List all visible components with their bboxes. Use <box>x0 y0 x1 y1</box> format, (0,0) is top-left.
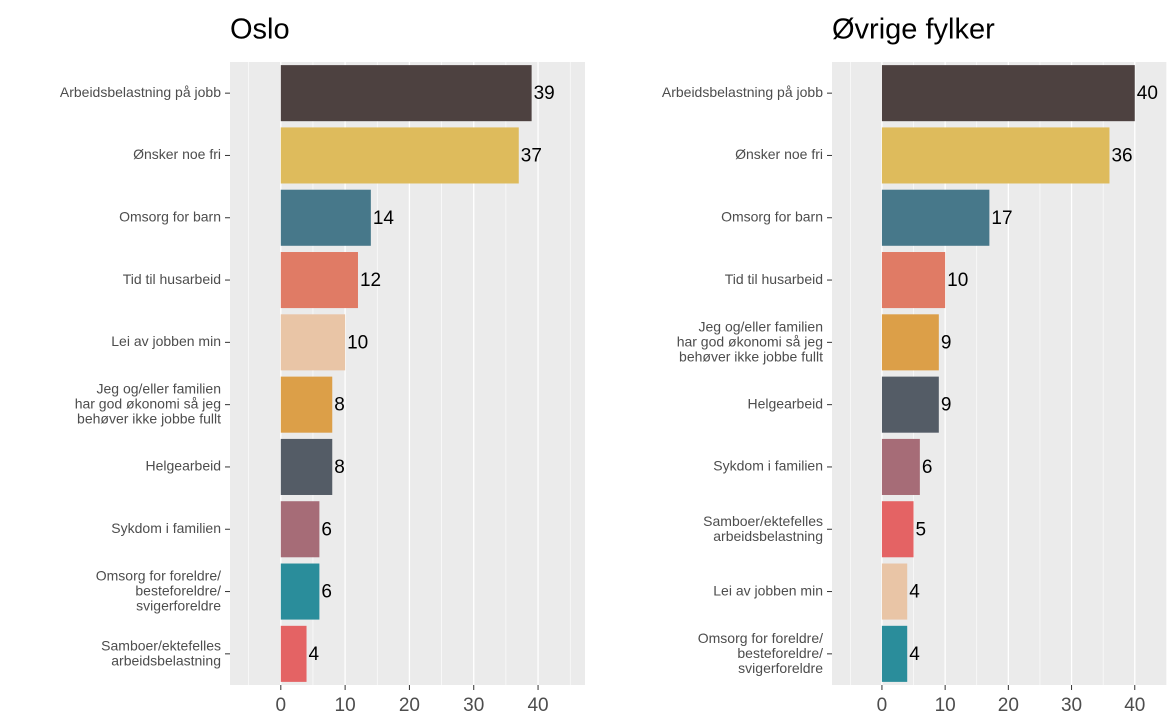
y-tick-label: Tid til husarbeid <box>725 271 823 287</box>
x-tick-label: 10 <box>935 695 956 713</box>
value-label: 39 <box>534 83 555 104</box>
y-tick-label: Sykdom i familien <box>111 520 221 536</box>
y-tick-label: Arbeidsbelastning på jobb <box>662 84 823 100</box>
value-label: 40 <box>1137 83 1158 104</box>
value-label: 6 <box>321 519 332 540</box>
bar <box>280 563 320 620</box>
x-tick-label: 20 <box>998 695 1019 713</box>
bar <box>881 314 939 371</box>
bar <box>280 189 371 246</box>
value-label: 6 <box>321 582 332 603</box>
y-tick-label: Lei av jobben min <box>111 333 221 349</box>
value-label: 36 <box>1111 145 1132 166</box>
bar <box>280 501 320 558</box>
value-label: 4 <box>309 644 320 665</box>
chart-title: Øvrige fylker <box>832 14 995 46</box>
y-tick-label: Jeg og/eller familien har god økonomi så … <box>677 318 823 364</box>
x-tick-label: 0 <box>877 695 888 713</box>
y-tick-label: Helgearbeid <box>748 395 824 411</box>
chart-title: Oslo <box>230 14 290 46</box>
y-tick-label: Omsorg for foreldre/besteforeldre/sviger… <box>96 567 221 613</box>
y-tick-label: Sykdom i familien <box>713 458 823 474</box>
value-label: 5 <box>916 519 927 540</box>
value-label: 17 <box>991 208 1012 229</box>
bar <box>280 376 333 433</box>
bar <box>280 438 333 495</box>
value-label: 14 <box>373 208 395 229</box>
y-tick-label: Ønsker noe fri <box>133 146 221 162</box>
x-tick-label: 30 <box>1061 695 1082 713</box>
bar <box>280 625 307 682</box>
x-tick-label: 40 <box>527 695 548 713</box>
bar <box>881 625 908 682</box>
value-label: 9 <box>941 332 952 353</box>
value-label: 8 <box>334 395 345 416</box>
bar <box>881 501 914 558</box>
bar <box>280 127 519 184</box>
y-tick-label: Tid til husarbeid <box>123 271 221 287</box>
y-tick-label: Samboer/ektefelles arbeidsbelastning <box>101 637 221 668</box>
value-label: 4 <box>909 644 920 665</box>
value-label: 10 <box>947 270 968 291</box>
bar <box>280 314 346 371</box>
y-tick-label: Lei av jobben min <box>713 582 823 598</box>
bar <box>881 65 1135 122</box>
bar <box>881 376 939 433</box>
x-tick-label: 30 <box>463 695 484 713</box>
y-tick-label: Omsorg for barn <box>119 208 221 224</box>
value-label: 6 <box>922 457 933 478</box>
y-tick-label: Arbeidsbelastning på jobb <box>60 84 221 100</box>
bar <box>881 127 1110 184</box>
y-tick-label: Jeg og/eller familien har god økonomi så … <box>75 380 221 426</box>
y-tick-label: Omsorg for barn <box>721 208 823 224</box>
x-tick-label: 40 <box>1124 695 1145 713</box>
y-tick-label: Samboer/ektefelles arbeidsbelastning <box>703 512 823 543</box>
value-label: 4 <box>909 582 920 603</box>
x-tick-label: 20 <box>399 695 420 713</box>
y-tick-label: Ønsker noe fri <box>735 146 823 162</box>
x-tick-label: 0 <box>276 695 287 713</box>
bar <box>881 563 908 620</box>
y-tick-label: Omsorg for foreldre/besteforeldre/sviger… <box>698 630 823 676</box>
value-label: 37 <box>521 145 542 166</box>
value-label: 12 <box>360 270 381 291</box>
bar <box>881 189 990 246</box>
value-label: 8 <box>334 457 345 478</box>
value-label: 9 <box>941 395 952 416</box>
bar <box>280 252 358 309</box>
bar <box>280 65 532 122</box>
value-label: 10 <box>347 332 368 353</box>
bar <box>881 438 920 495</box>
x-tick-label: 10 <box>335 695 356 713</box>
y-tick-label: Helgearbeid <box>146 458 222 474</box>
bar <box>881 252 946 309</box>
